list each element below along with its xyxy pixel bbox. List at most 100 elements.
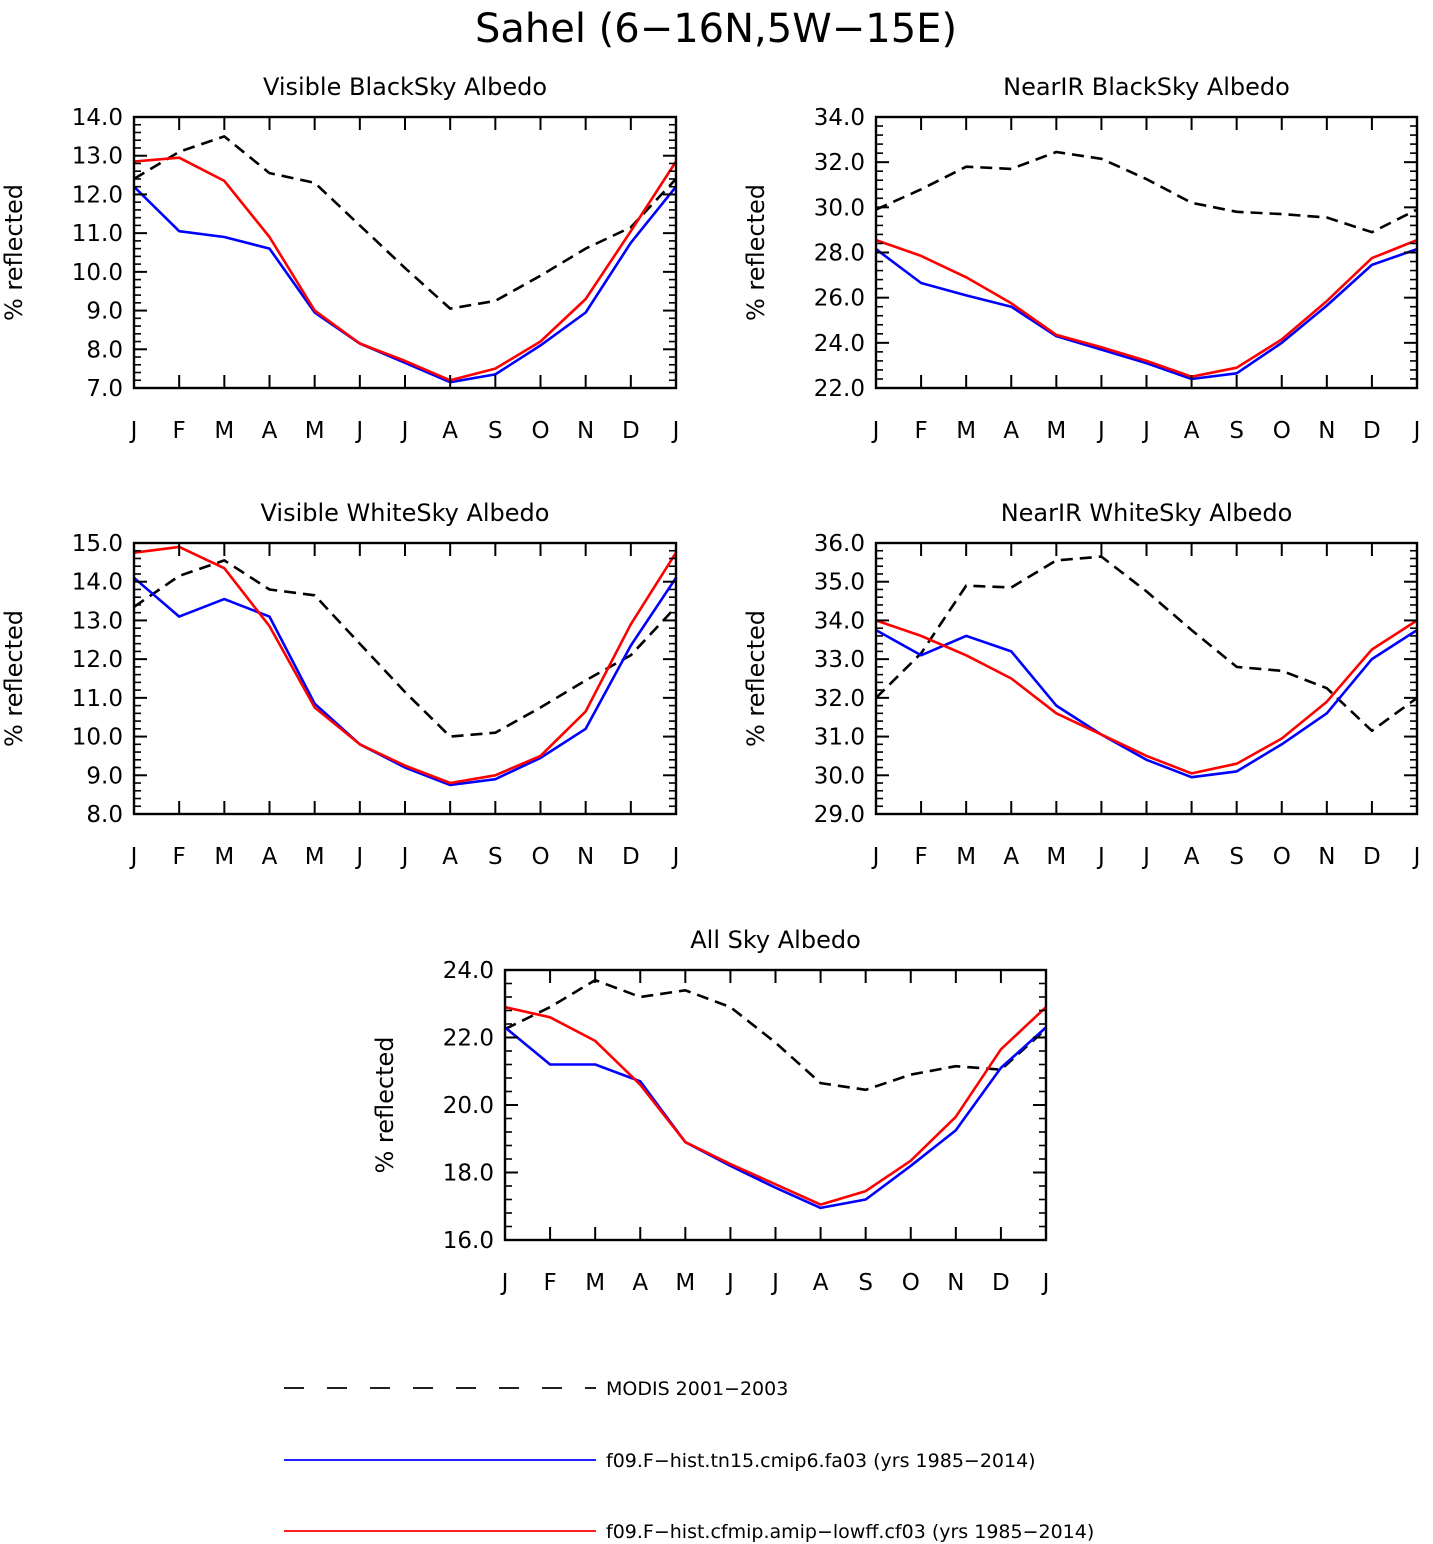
y-tick-label: 28.0 — [814, 241, 865, 267]
series-line-3 — [133, 156, 678, 382]
panels: Visible BlackSky Albedo J F M A M J J A S O N D J 7.0 8… — [0, 73, 1420, 1296]
series-line-2 — [875, 247, 1418, 381]
x-tick-label: J — [770, 1270, 779, 1296]
series-line-1 — [875, 555, 1418, 733]
series-line-1 — [133, 559, 677, 738]
x-tick-label: J — [400, 844, 409, 870]
y-tick-label: 13.0 — [72, 608, 123, 634]
x-tick-label: M — [675, 1270, 695, 1296]
x-tick-label: J — [400, 418, 409, 444]
plot-frame — [874, 541, 1419, 816]
y-tick-label: 7.0 — [86, 376, 123, 402]
x-tick-label: J — [129, 844, 138, 870]
x-tick-label: N — [577, 844, 594, 870]
y-tick-label: 34.0 — [814, 608, 865, 634]
y-tick-label: 29.0 — [814, 802, 865, 828]
x-tick-label: A — [813, 1270, 829, 1296]
x-tick-label: J — [500, 1270, 509, 1296]
x-tick-label: J — [871, 418, 880, 444]
y-tick-label: 32.0 — [814, 150, 865, 176]
series-line-3 — [875, 238, 1418, 379]
x-tick-label: N — [1318, 844, 1335, 870]
series-line-2 — [133, 576, 678, 787]
y-axis-label: % reflected — [0, 184, 28, 321]
plot-frame — [132, 115, 678, 390]
y-tick-label: 22.0 — [443, 1026, 494, 1052]
x-tick-label: M — [1046, 418, 1066, 444]
y-tick-label: 20.0 — [443, 1093, 494, 1119]
x-tick-label: J — [354, 844, 363, 870]
panel-title: Visible BlackSky Albedo — [263, 73, 547, 101]
x-tick-label: F — [173, 418, 186, 444]
series-line-1 — [875, 150, 1418, 234]
y-tick-label: 9.0 — [86, 763, 123, 789]
series-line-2 — [504, 1026, 1047, 1210]
x-tick-label: N — [1318, 418, 1335, 444]
x-tick-label: O — [1273, 844, 1291, 870]
x-tick-label: D — [1363, 418, 1381, 444]
legend-label-3: f09.F−hist.cfmip.amip−lowff.cf03 (yrs 19… — [606, 1521, 1094, 1543]
x-tick-label: J — [354, 418, 363, 444]
plot-frame — [132, 541, 678, 816]
y-tick-label: 16.0 — [443, 1228, 494, 1254]
panel-title: All Sky Albedo — [690, 926, 861, 954]
x-tick-label: M — [1046, 844, 1066, 870]
y-tick-label: 32.0 — [814, 686, 865, 712]
y-tick-label: 12.0 — [72, 182, 123, 208]
x-tick-label: A — [442, 844, 458, 870]
x-tick-label: A — [1184, 418, 1200, 444]
x-tick-label: J — [671, 418, 680, 444]
y-tick-label: 18.0 — [443, 1161, 494, 1187]
y-tick-label: 8.0 — [86, 802, 123, 828]
x-tick-label: D — [622, 844, 640, 870]
y-tick-label: 8.0 — [86, 337, 123, 363]
x-tick-label: M — [214, 418, 234, 444]
y-axis-label: % reflected — [742, 610, 770, 747]
x-tick-label: O — [531, 844, 549, 870]
series-line-1 — [133, 135, 677, 310]
y-tick-label: 34.0 — [814, 105, 865, 131]
x-tick-label: F — [173, 844, 186, 870]
x-tick-label: J — [725, 1270, 734, 1296]
series-line-3 — [504, 1005, 1047, 1206]
x-tick-label: O — [531, 418, 549, 444]
x-tick-label: A — [1003, 418, 1019, 444]
y-axis-label: % reflected — [742, 184, 770, 321]
x-tick-label: J — [1141, 418, 1150, 444]
y-tick-label: 13.0 — [72, 144, 123, 170]
legend-label-1: MODIS 2001−2003 — [606, 1378, 788, 1400]
y-tick-label: 36.0 — [814, 531, 865, 557]
x-tick-label: M — [214, 844, 234, 870]
x-tick-label: S — [858, 1270, 873, 1296]
y-tick-label: 14.0 — [72, 570, 123, 596]
x-tick-label: N — [577, 418, 594, 444]
y-tick-label: 24.0 — [443, 958, 494, 984]
x-tick-label: J — [1141, 844, 1150, 870]
legend: MODIS 2001−2003 f09.F−hist.tn15.cmip6.fa0… — [284, 1378, 1094, 1543]
y-tick-label: 22.0 — [814, 376, 865, 402]
figure-title: Sahel (6−16N,5W−15E) — [475, 6, 957, 52]
y-tick-label: 15.0 — [72, 531, 123, 557]
x-tick-label: J — [1412, 418, 1421, 444]
x-tick-label: M — [305, 844, 325, 870]
x-tick-label: F — [914, 418, 927, 444]
panel-title: Visible WhiteSky Albedo — [261, 499, 550, 527]
y-tick-label: 24.0 — [814, 331, 865, 357]
x-tick-label: S — [488, 418, 503, 444]
x-tick-label: J — [1096, 844, 1105, 870]
y-tick-label: 35.0 — [814, 570, 865, 596]
x-tick-label: A — [262, 844, 278, 870]
x-tick-label: M — [305, 418, 325, 444]
y-tick-label: 12.0 — [72, 647, 123, 673]
y-tick-label: 26.0 — [814, 286, 865, 312]
panel-title: NearIR WhiteSky Albedo — [1001, 499, 1293, 527]
x-tick-label: A — [262, 418, 278, 444]
series-line-3 — [875, 619, 1418, 775]
x-tick-label: J — [1096, 418, 1105, 444]
x-tick-label: D — [622, 418, 640, 444]
y-tick-label: 11.0 — [72, 686, 123, 712]
